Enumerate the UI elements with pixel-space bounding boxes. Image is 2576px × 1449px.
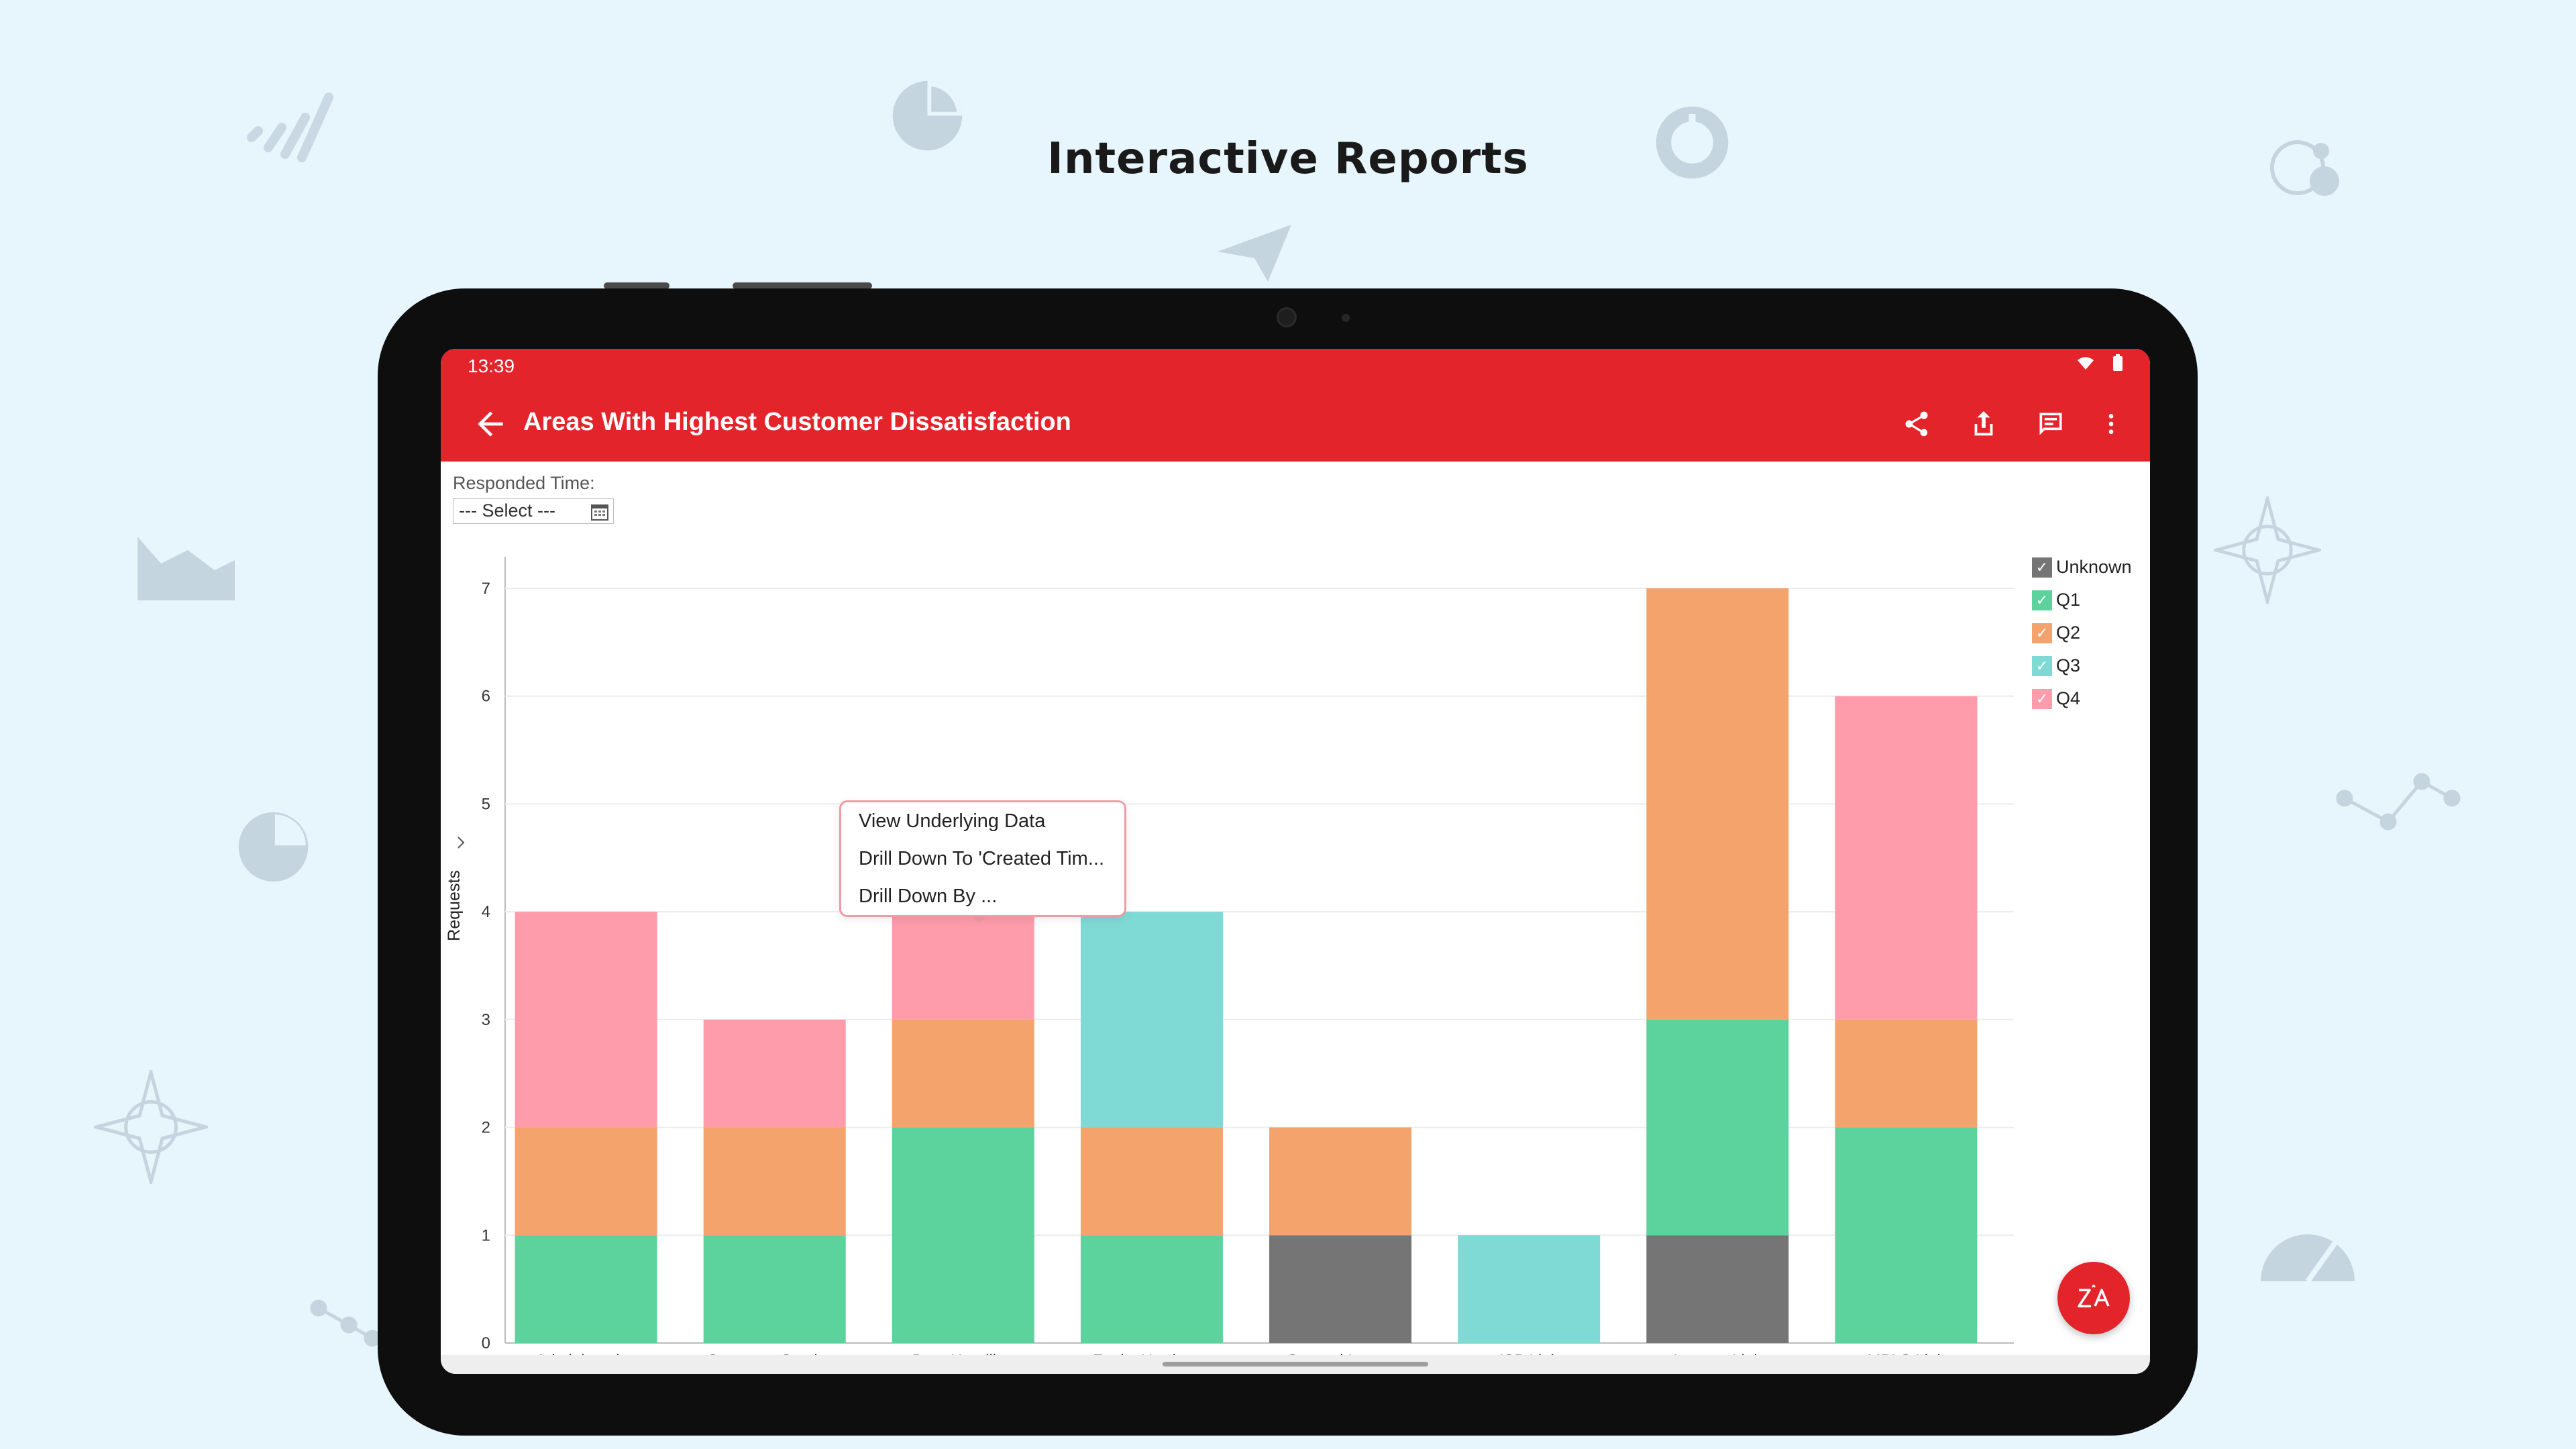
donut-chart-deco-icon	[1656, 106, 1729, 179]
tablet-screen: 13:39 Areas With Highest Customer Dissat…	[441, 349, 2150, 1374]
legend-checkbox-icon[interactable]: ✓	[2032, 557, 2052, 578]
more-vert-icon	[2108, 414, 2114, 434]
drill-down-by-item[interactable]: Drill Down By ...	[859, 885, 998, 907]
more-options-button[interactable]	[2091, 404, 2131, 444]
bar-segment	[1080, 912, 1223, 1128]
bar-segment	[1080, 1127, 1223, 1236]
bar-segment	[515, 912, 657, 1128]
filter-value: --- Select ---	[459, 500, 555, 521]
y-tick-label: 2	[482, 1119, 490, 1137]
bar-segment	[1835, 1127, 1978, 1343]
legend-item[interactable]: ✓ Q1	[2032, 590, 2080, 610]
y-tick-label: 0	[482, 1334, 490, 1352]
bar-segment	[703, 1127, 846, 1236]
camera-sensor	[1342, 314, 1350, 322]
legend-item[interactable]: ✓ Q3	[2032, 655, 2080, 676]
bar-segment	[703, 1235, 846, 1343]
legend-checkbox-icon[interactable]: ✓	[2032, 590, 2052, 610]
page-headline: Interactive Reports	[1047, 134, 1529, 184]
pie-chart-deco-icon-2	[238, 812, 309, 882]
x-tick-label: Data Handling	[912, 1352, 1014, 1355]
y-tick-label: 5	[482, 795, 490, 813]
y-tick-label: 1	[482, 1226, 490, 1244]
export-button[interactable]	[1964, 404, 2004, 444]
share-button[interactable]	[1896, 404, 1937, 444]
bar-segment	[892, 912, 1034, 1020]
stacked-bar-chart: 0 1 2 3 4 5 6 7 Requests Administrative Customer S…	[445, 557, 2014, 1355]
x-tick-label: ISP Link	[1499, 1352, 1560, 1355]
share-icon	[1905, 411, 1928, 437]
bar-segment	[1646, 588, 1789, 1020]
view-underlying-data-item[interactable]: View Underlying Data	[859, 810, 1046, 832]
bar-segment	[1269, 1235, 1412, 1343]
comment-button[interactable]	[2031, 404, 2071, 444]
legend-checkbox-icon[interactable]: ✓	[2032, 623, 2052, 643]
front-camera	[1277, 307, 1297, 327]
network-deco-icon	[310, 1299, 381, 1347]
wifi-icon	[2078, 357, 2094, 370]
legend-item[interactable]: ✓ Unknown	[2032, 557, 2132, 578]
paper-plane-deco-icon	[1218, 225, 1291, 282]
y-tick-label: 6	[482, 688, 490, 706]
x-tick-label: Customer Services	[706, 1352, 843, 1355]
y-tick-label: 7	[482, 580, 490, 598]
bar-segment	[703, 1019, 846, 1128]
legend-item[interactable]: ✓ Q2	[2032, 623, 2080, 643]
compass-star-deco-icon	[2214, 496, 2321, 604]
filter-label: Responded Time:	[453, 473, 595, 493]
bar-segment	[1646, 1235, 1789, 1343]
bar-segment	[515, 1235, 657, 1343]
legend-checkbox-icon[interactable]: ✓	[2032, 688, 2052, 709]
bar-segment	[1835, 696, 1978, 1020]
zia-assistant-icon	[2078, 1285, 2110, 1307]
legend-label: Unknown	[2056, 557, 2132, 577]
bubbles-deco-icon	[2270, 140, 2339, 196]
x-tick-label: MPLS Link	[1867, 1352, 1945, 1355]
comment-icon	[2039, 413, 2062, 435]
tablet-volume-button	[604, 282, 669, 289]
chevron-down-icon	[458, 837, 465, 849]
x-tick-label: Faulty Hardware	[1093, 1352, 1211, 1355]
x-tick-label: Internet Link	[1673, 1352, 1762, 1355]
legend-label: Q1	[2056, 590, 2081, 610]
bar-segment	[892, 1019, 1034, 1128]
gesture-home-bar[interactable]	[1163, 1362, 1428, 1366]
tablet-power-button	[733, 282, 872, 289]
bar-segment	[515, 1127, 657, 1236]
line-graph-deco-icon	[2336, 773, 2461, 830]
bar-segment	[1080, 1235, 1223, 1343]
legend-label: Q4	[2056, 688, 2081, 708]
area-chart-deco-icon	[138, 537, 235, 600]
bar-segment	[1269, 1127, 1412, 1236]
legend-checkbox-icon[interactable]: ✓	[2032, 655, 2052, 676]
battery-icon	[2113, 354, 2123, 371]
arrow-left-icon[interactable]	[472, 405, 509, 443]
bar-chart-deco-icon	[247, 93, 333, 162]
x-tick-label: Administrative	[535, 1352, 637, 1355]
status-icons	[2076, 354, 2123, 372]
legend-item[interactable]: ✓ Q4	[2032, 688, 2080, 709]
gauge-deco-icon	[2261, 1232, 2355, 1283]
bar-segment	[1646, 1019, 1789, 1236]
bar-segment	[1458, 1235, 1601, 1343]
x-tick-label: General Issues	[1286, 1352, 1394, 1355]
status-time: 13:39	[468, 356, 515, 376]
responded-time-select[interactable]: --- Select ---	[453, 498, 614, 524]
drill-down-to-created-time-item[interactable]: Drill Down To 'Created Tim...	[859, 848, 1104, 869]
export-icon	[1974, 411, 1993, 436]
compass-star-deco-icon-2	[94, 1070, 208, 1184]
bar-segment	[1835, 1019, 1978, 1128]
page-title: Areas With Highest Customer Dissatisfact…	[523, 408, 1071, 436]
calendar-icon[interactable]	[590, 502, 609, 521]
zia-assistant-button[interactable]	[2057, 1262, 2130, 1334]
y-axis-title: Requests	[445, 870, 464, 941]
y-tick-label: 3	[482, 1011, 490, 1029]
legend-label: Q2	[2056, 623, 2081, 643]
bar-segment	[892, 1127, 1034, 1343]
context-menu: View Underlying Data Drill Down To 'Crea…	[839, 800, 1126, 917]
legend-label: Q3	[2056, 655, 2081, 676]
y-tick-label: 4	[482, 903, 490, 921]
pie-chart-deco-icon	[892, 80, 963, 151]
app-bar: 13:39 Areas With Highest Customer Dissat…	[441, 349, 2150, 462]
